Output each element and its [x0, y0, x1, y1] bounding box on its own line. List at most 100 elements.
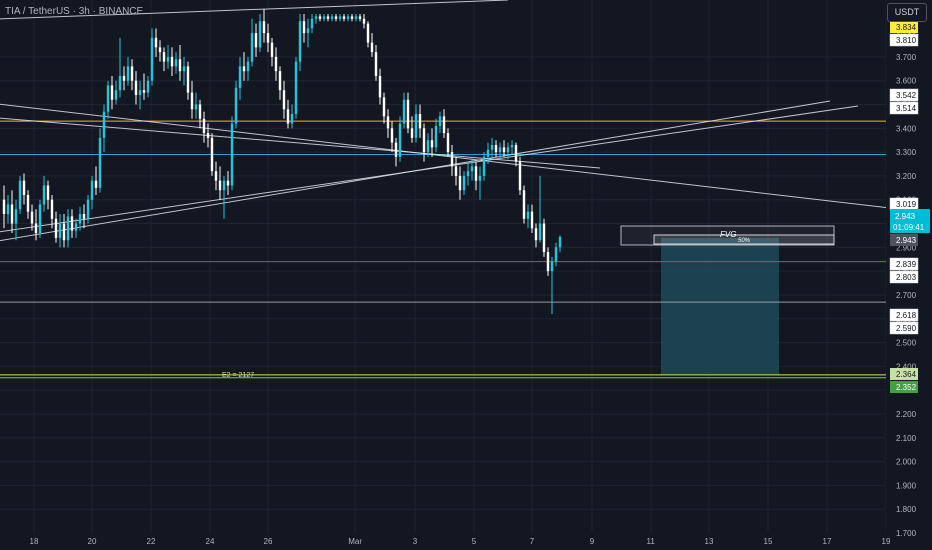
candle-body[interactable] — [402, 99, 406, 124]
candle-body[interactable] — [106, 85, 110, 112]
candle-body[interactable] — [266, 33, 270, 43]
candle-body[interactable] — [218, 180, 222, 191]
candle-body[interactable] — [174, 59, 178, 67]
candle-body[interactable] — [230, 123, 234, 186]
symbol-title[interactable]: TIA / TetherUS · 3h · BINANCE — [5, 6, 144, 17]
candle-body[interactable] — [154, 37, 158, 48]
candle-body[interactable] — [306, 28, 310, 34]
candle-body[interactable] — [318, 16, 322, 19]
candle-body[interactable] — [406, 99, 410, 129]
candle-body[interactable] — [246, 61, 250, 72]
candle-body[interactable] — [226, 180, 230, 186]
candle-body[interactable] — [270, 42, 274, 57]
candle-body[interactable] — [186, 66, 190, 93]
candle-body[interactable] — [366, 23, 370, 43]
candle-body[interactable] — [510, 144, 514, 148]
candle-body[interactable] — [6, 204, 10, 215]
candle-body[interactable] — [334, 16, 338, 19]
candle-body[interactable] — [26, 194, 30, 212]
candle-body[interactable] — [242, 66, 246, 72]
candle-body[interactable] — [326, 16, 330, 19]
candle-body[interactable] — [90, 180, 94, 200]
candle-body[interactable] — [66, 216, 70, 241]
candle-body[interactable] — [554, 247, 558, 262]
candle-body[interactable] — [382, 97, 386, 117]
candle-body[interactable] — [546, 252, 550, 272]
fvg-half-box[interactable] — [653, 234, 835, 245]
candle-body[interactable] — [274, 56, 278, 72]
candle-body[interactable] — [282, 90, 286, 110]
candle-body[interactable] — [498, 147, 502, 153]
candle-body[interactable] — [234, 87, 238, 124]
candle-body[interactable] — [102, 111, 106, 138]
candle-body[interactable] — [210, 137, 214, 172]
candle-body[interactable] — [158, 47, 162, 53]
candle-body[interactable] — [50, 199, 54, 219]
candle-body[interactable] — [522, 190, 526, 219]
candle-body[interactable] — [466, 171, 470, 176]
trendline[interactable] — [0, 103, 891, 209]
candle-body[interactable] — [126, 66, 130, 81]
candle-body[interactable] — [310, 18, 314, 29]
candle-body[interactable] — [22, 180, 26, 195]
candle-body[interactable] — [398, 123, 402, 157]
candle-body[interactable] — [58, 223, 62, 238]
candle-body[interactable] — [258, 21, 262, 48]
candle-body[interactable] — [430, 140, 434, 148]
candle-body[interactable] — [374, 52, 378, 76]
candle-body[interactable] — [454, 166, 458, 176]
candle-body[interactable] — [342, 16, 346, 19]
candle-body[interactable] — [114, 90, 118, 100]
candle-body[interactable] — [214, 171, 218, 181]
candle-body[interactable] — [190, 92, 194, 110]
candle-body[interactable] — [182, 66, 186, 72]
candle-body[interactable] — [62, 223, 66, 241]
candle-body[interactable] — [254, 33, 258, 48]
candle-body[interactable] — [418, 114, 422, 129]
candle-body[interactable] — [370, 42, 374, 53]
candle-body[interactable] — [18, 180, 22, 210]
candle-body[interactable] — [262, 21, 266, 34]
candle-body[interactable] — [290, 114, 294, 124]
candle-body[interactable] — [130, 66, 134, 81]
candle-body[interactable] — [474, 166, 478, 181]
candle-body[interactable] — [470, 166, 474, 172]
candle-body[interactable] — [350, 16, 354, 19]
candle-body[interactable] — [286, 109, 290, 124]
candle-body[interactable] — [150, 37, 154, 81]
candle-body[interactable] — [462, 175, 466, 191]
candle-body[interactable] — [14, 209, 18, 224]
candle-body[interactable] — [118, 75, 122, 91]
candle-body[interactable] — [414, 114, 418, 138]
candle-body[interactable] — [206, 133, 210, 138]
candle-body[interactable] — [82, 214, 86, 219]
candle-body[interactable] — [438, 116, 442, 126]
candle-body[interactable] — [346, 16, 350, 19]
candle-body[interactable] — [446, 133, 450, 153]
candle-body[interactable] — [10, 204, 14, 224]
candle-body[interactable] — [70, 216, 74, 231]
candle-body[interactable] — [450, 152, 454, 167]
candle-body[interactable] — [98, 137, 102, 188]
candle-body[interactable] — [294, 61, 298, 115]
candle-body[interactable] — [198, 104, 202, 119]
candle-body[interactable] — [94, 180, 98, 188]
candle-body[interactable] — [550, 261, 554, 272]
candle-body[interactable] — [354, 16, 358, 19]
candle-body[interactable] — [170, 56, 174, 67]
candle-body[interactable] — [86, 199, 90, 219]
candle-body[interactable] — [394, 142, 398, 157]
trendline[interactable] — [0, 117, 601, 169]
candle-body[interactable] — [530, 211, 534, 229]
candle-body[interactable] — [202, 118, 206, 134]
candle-body[interactable] — [478, 175, 482, 181]
candle-body[interactable] — [314, 16, 318, 19]
candle-body[interactable] — [134, 80, 138, 95]
candle-body[interactable] — [78, 214, 82, 224]
candle-body[interactable] — [506, 147, 510, 153]
candle-body[interactable] — [302, 21, 306, 34]
candle-body[interactable] — [442, 116, 446, 134]
candle-body[interactable] — [434, 125, 438, 148]
candle-body[interactable] — [2, 199, 6, 215]
